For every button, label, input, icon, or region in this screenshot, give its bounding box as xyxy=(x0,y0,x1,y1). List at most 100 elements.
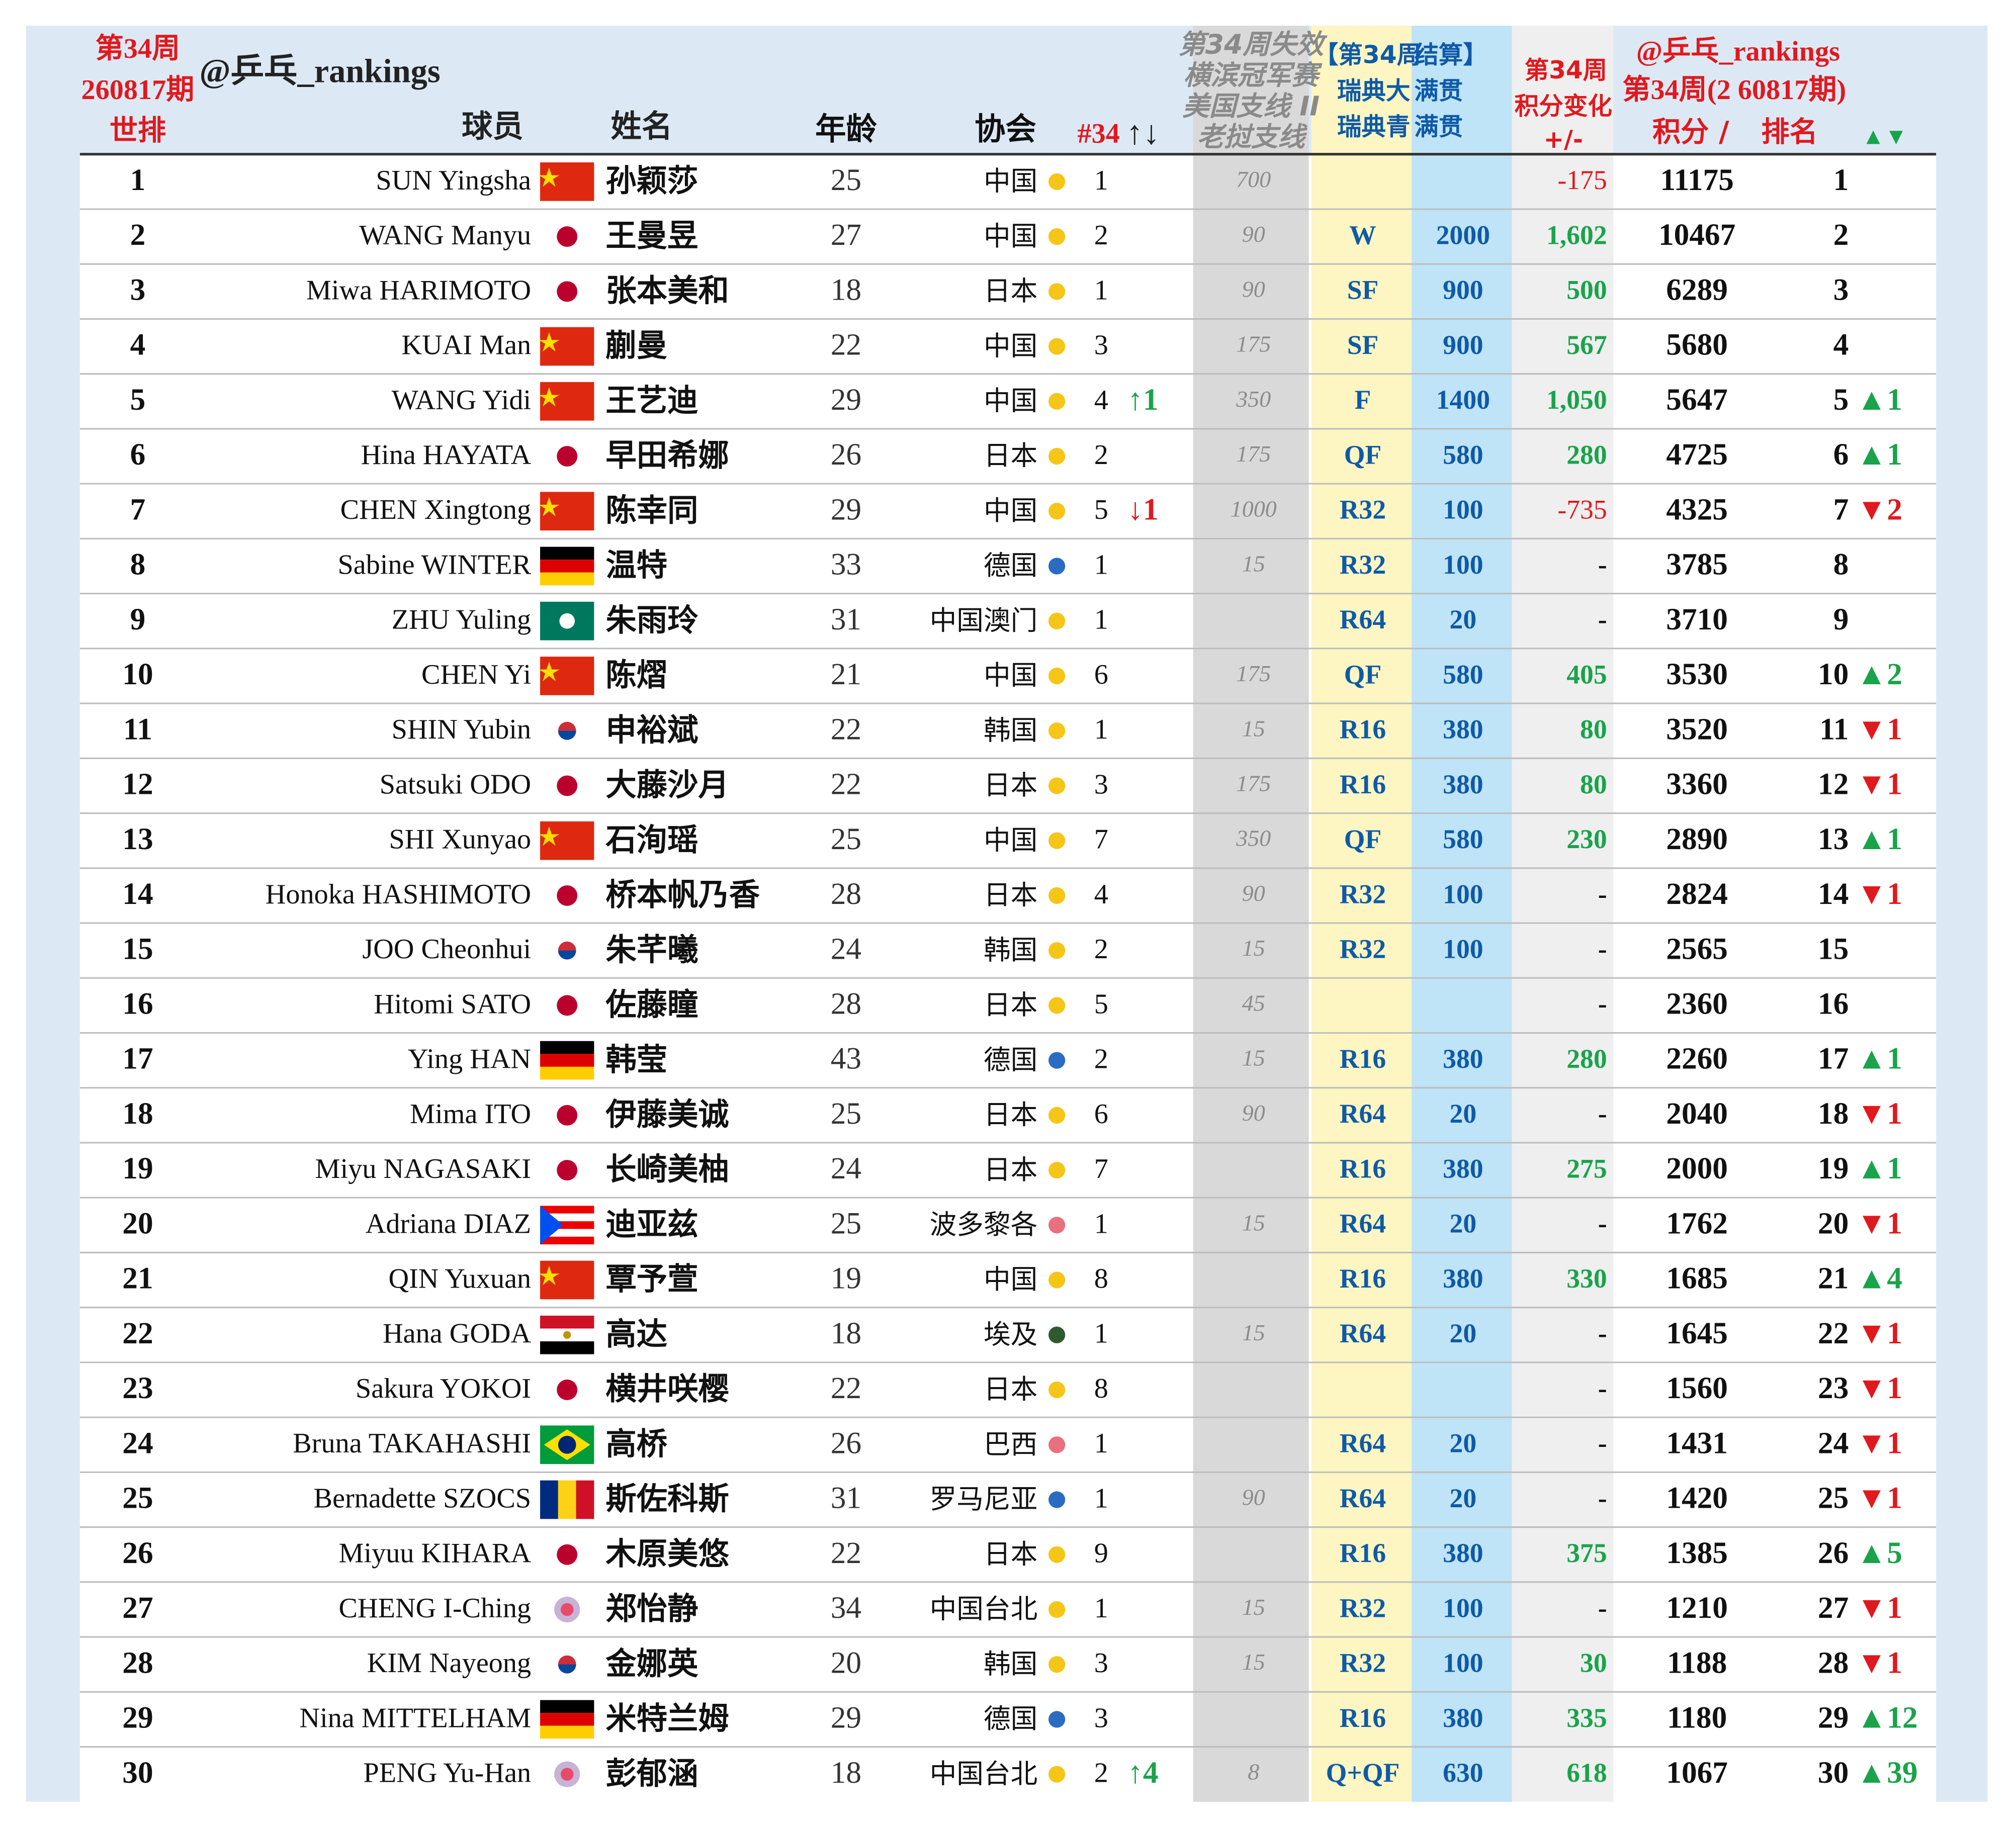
association: 德国 xyxy=(984,550,1037,581)
new-rank: 10 xyxy=(1818,657,1849,691)
rank-change: ▲39 xyxy=(1857,1756,1918,1790)
name-en: Hina HAYATA xyxy=(361,439,532,471)
expiring-points: 15 xyxy=(1242,1649,1265,1675)
flag-part xyxy=(557,1380,578,1400)
new-rank: 2 xyxy=(1833,218,1849,252)
name-en: Adriana DIAZ xyxy=(366,1208,531,1239)
expiring-points: 15 xyxy=(1242,1045,1265,1071)
rank: 1 xyxy=(130,163,146,197)
name-en: QIN Yuxuan xyxy=(389,1263,532,1295)
assoc-dot xyxy=(1048,1052,1066,1069)
assoc-rank: 9 xyxy=(1094,1538,1108,1569)
new-rank: 26 xyxy=(1818,1536,1849,1570)
result-points: 20 xyxy=(1450,1318,1477,1348)
name-en: WANG Yidi xyxy=(392,385,531,416)
name-cn: 米特兰姆 xyxy=(605,1701,729,1736)
new-rank: 5 xyxy=(1833,383,1849,417)
age: 18 xyxy=(831,1756,861,1790)
association: 巴西 xyxy=(984,1428,1037,1460)
flag-part xyxy=(540,1480,558,1519)
assoc-rank: 2 xyxy=(1094,220,1108,251)
rank-change: ▼1 xyxy=(1857,877,1902,911)
name-cn: 斯佐科斯 xyxy=(605,1481,729,1517)
result: R16 xyxy=(1340,1538,1386,1568)
association: 韩国 xyxy=(984,714,1037,746)
assoc-dot xyxy=(1048,338,1066,355)
result: F xyxy=(1355,385,1371,415)
assoc-rank: 1 xyxy=(1094,1428,1108,1459)
name-cn: 木原美悠 xyxy=(605,1536,729,1572)
assoc-rank: 1 xyxy=(1094,1208,1108,1239)
assoc-rank: 3 xyxy=(1094,1702,1108,1733)
rank: 12 xyxy=(122,767,153,801)
new-rank: 30 xyxy=(1818,1756,1849,1790)
name-en: CHEN Yi xyxy=(421,659,531,690)
expiring-points: 15 xyxy=(1242,551,1265,577)
name-cn: 桥本帆乃香 xyxy=(605,877,760,913)
result: R16 xyxy=(1340,1263,1386,1294)
result: R64 xyxy=(1340,1428,1386,1458)
association: 中国台北 xyxy=(930,1593,1038,1625)
result-points: 900 xyxy=(1443,330,1483,360)
result-header: 【第34周 xyxy=(1314,41,1421,69)
name-cn: 韩莹 xyxy=(605,1042,667,1077)
expiring-points: 350 xyxy=(1236,386,1271,412)
name-en: Ying HAN xyxy=(408,1044,531,1075)
flag-part xyxy=(539,1265,560,1286)
rank: 17 xyxy=(122,1042,153,1076)
assoc-rank: 5 xyxy=(1094,988,1108,1020)
result-points: 900 xyxy=(1443,275,1483,305)
assoc-dot xyxy=(1048,1711,1066,1728)
change-col xyxy=(1512,26,1614,1802)
points-change: 1,050 xyxy=(1546,385,1607,415)
flag-part xyxy=(558,1480,576,1519)
association: 中国 xyxy=(984,330,1037,361)
total-points: 5680 xyxy=(1666,328,1728,362)
name-en: Hitomi SATO xyxy=(374,988,531,1020)
total-points: 4725 xyxy=(1666,437,1728,472)
assoc-rank: 4 xyxy=(1094,879,1108,910)
expiring-points: 175 xyxy=(1236,331,1271,357)
world-rank-label: 世排 xyxy=(110,116,166,147)
rank: 3 xyxy=(130,272,146,307)
rank-change: ▼1 xyxy=(1857,1426,1902,1460)
points-change: 335 xyxy=(1566,1703,1607,1733)
result-points: 380 xyxy=(1443,714,1483,745)
flag-part xyxy=(557,281,578,302)
points-change: 80 xyxy=(1580,714,1607,745)
name-cn: 迪亚兹 xyxy=(605,1207,698,1242)
flag-part xyxy=(540,572,594,586)
rank-change: ▲1 xyxy=(1857,1042,1902,1076)
name-cn: 朱雨玲 xyxy=(605,602,698,638)
total-points: 2000 xyxy=(1666,1151,1728,1185)
assoc-dot xyxy=(1048,1766,1066,1783)
age: 25 xyxy=(831,1096,861,1131)
result-header: 结算】 xyxy=(1414,41,1487,69)
age: 25 xyxy=(831,1206,861,1240)
right-header: 第34周(2 60817期) xyxy=(1622,74,1846,106)
result-header: 满贯 xyxy=(1414,113,1463,141)
col-move: ↑↓ xyxy=(1126,115,1160,151)
name-cn: 郑怡静 xyxy=(605,1591,698,1627)
assoc-dot xyxy=(1048,1601,1066,1618)
rank-change: ▼2 xyxy=(1857,492,1902,526)
right-header: ▲▼ xyxy=(1862,124,1907,149)
age: 34 xyxy=(831,1591,861,1625)
flag-part xyxy=(576,1480,594,1519)
rank-change: ▼1 xyxy=(1857,1371,1902,1405)
result-points: 20 xyxy=(1450,1099,1477,1129)
name-cn: 石洵瑶 xyxy=(605,822,698,858)
assoc-rank: 8 xyxy=(1094,1373,1108,1404)
rank: 5 xyxy=(130,383,146,417)
total-points: 1431 xyxy=(1666,1426,1728,1460)
result: SF xyxy=(1347,275,1379,305)
assoc-rank: 5 xyxy=(1094,494,1108,525)
total-points: 1180 xyxy=(1667,1701,1727,1735)
age: 29 xyxy=(831,1701,861,1735)
name-en: Satsuki ODO xyxy=(380,769,531,800)
rank-change: ▼1 xyxy=(1857,1645,1902,1680)
result: R16 xyxy=(1340,1153,1386,1183)
assoc-dot xyxy=(1048,667,1066,685)
result-header: 满贯 xyxy=(1414,77,1463,105)
